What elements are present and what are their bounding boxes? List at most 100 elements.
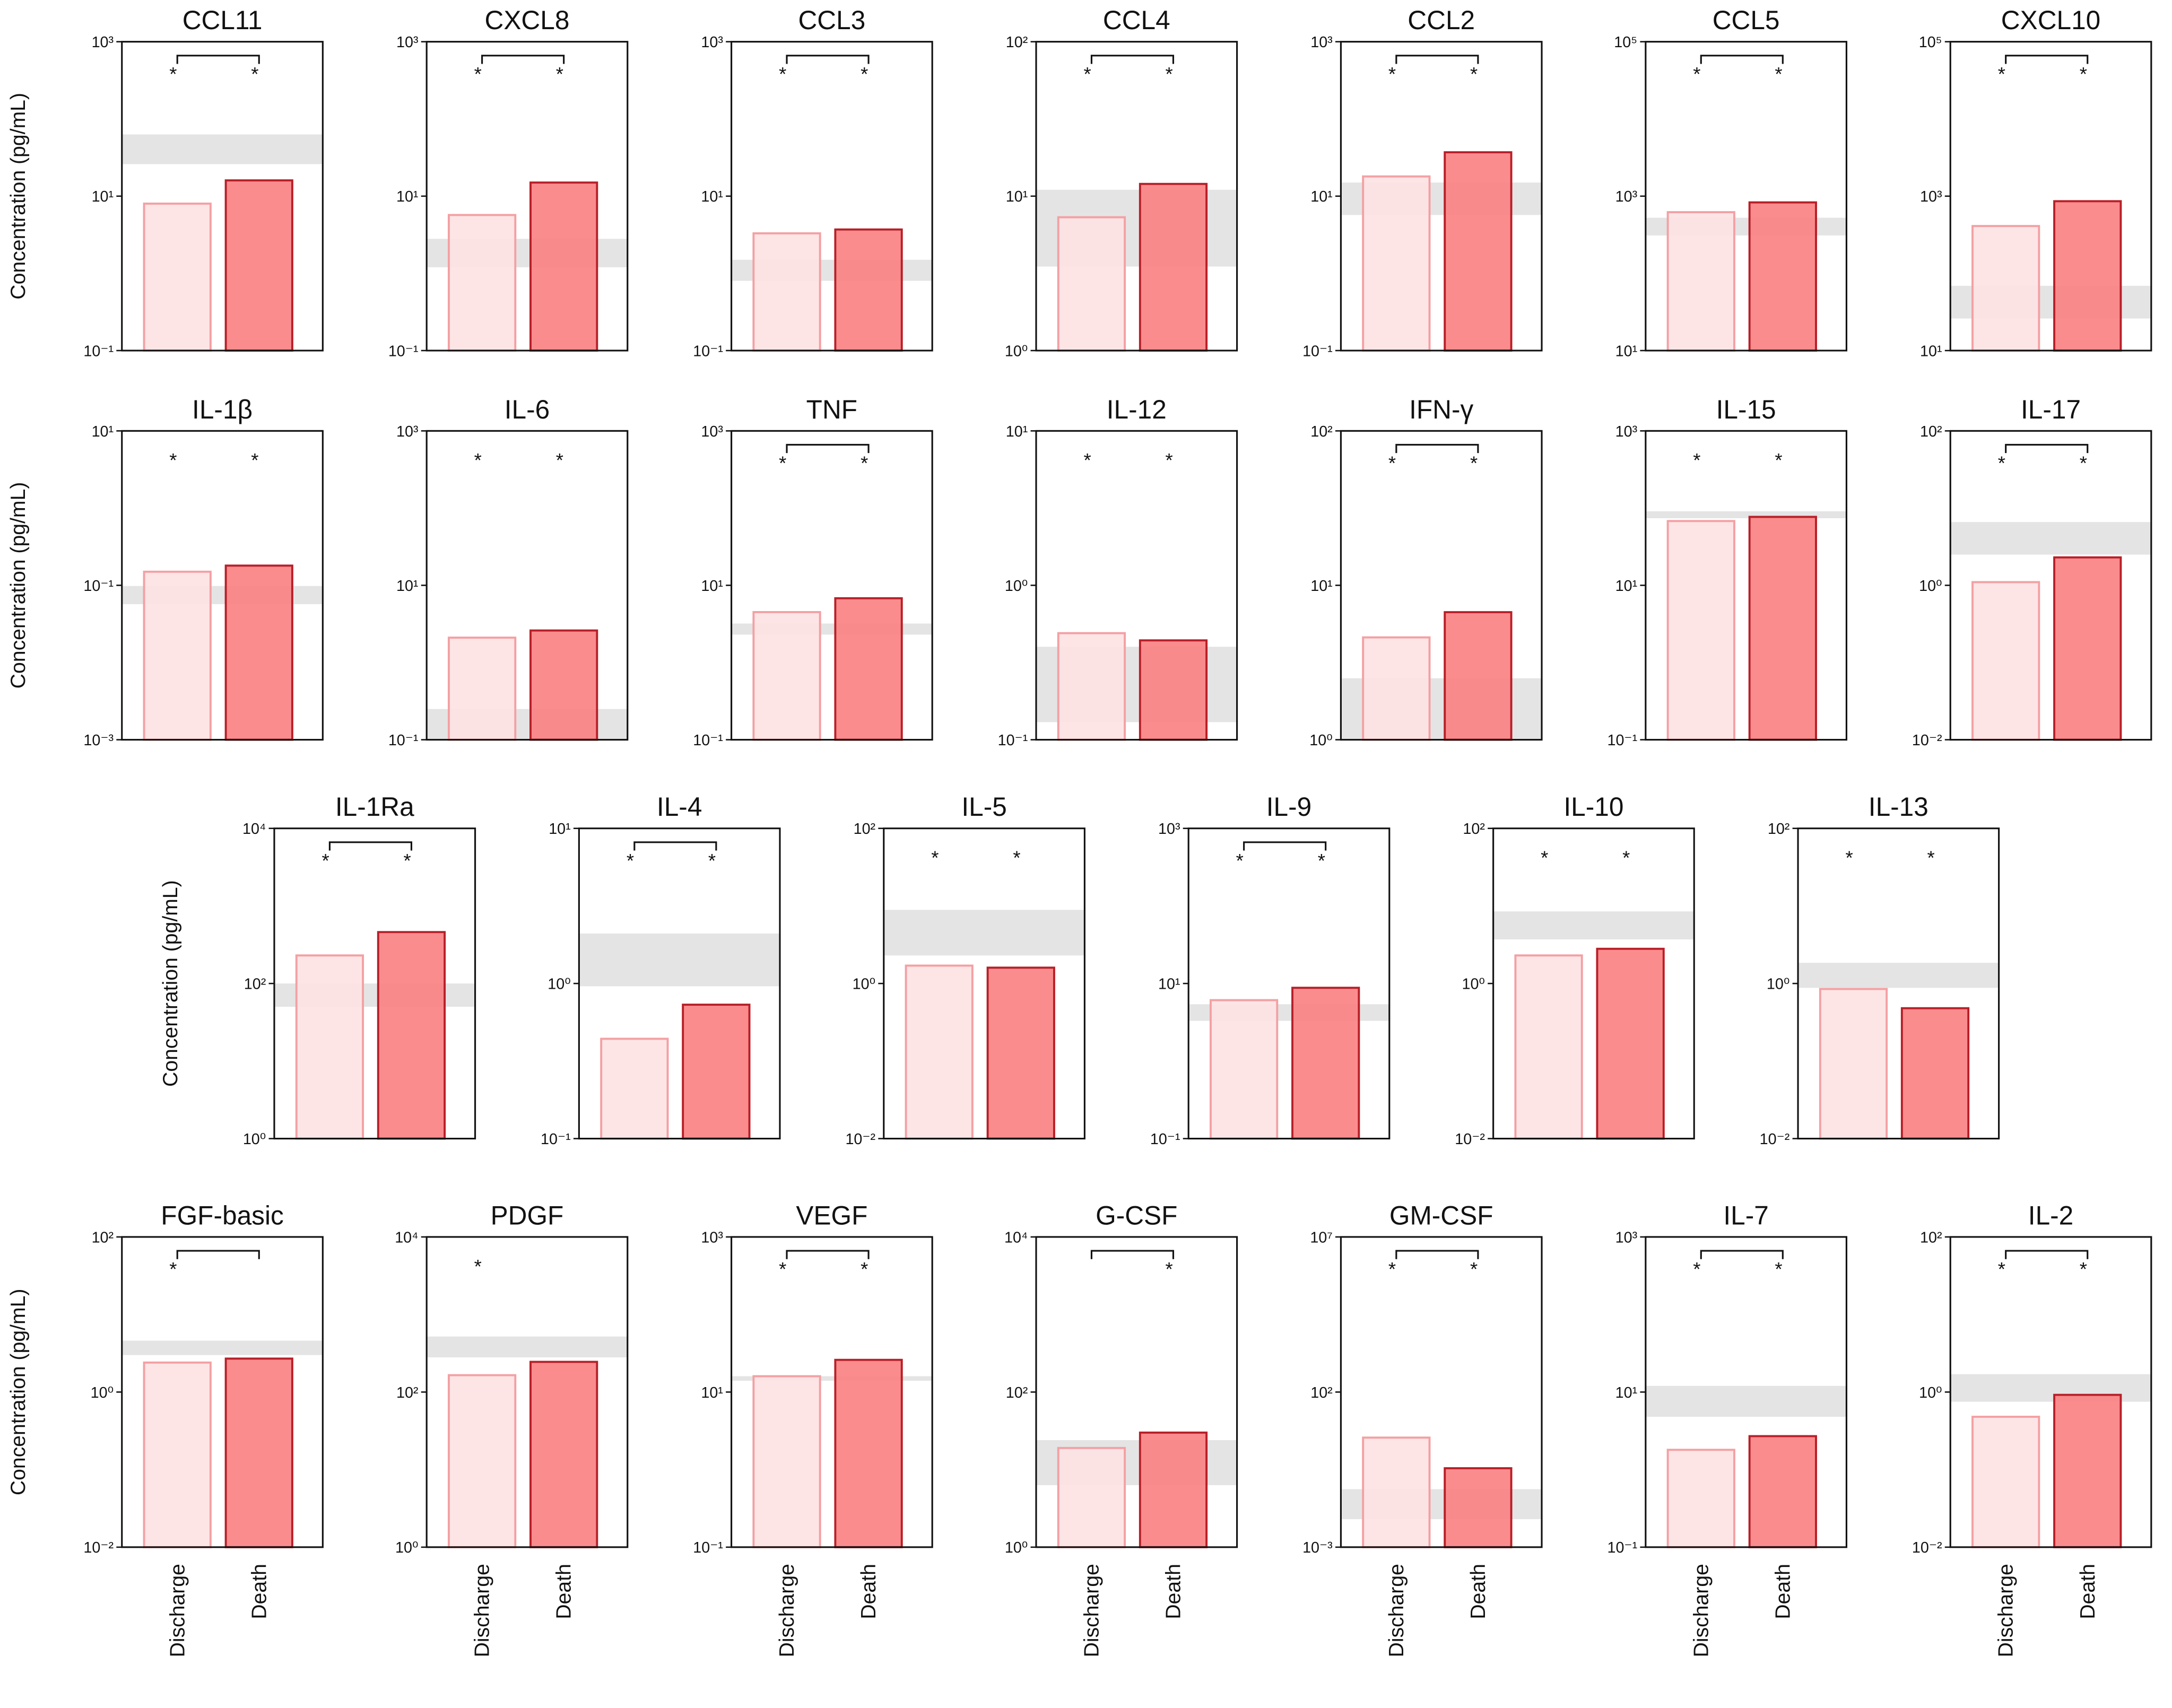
y-tick-label: 10¹ xyxy=(1615,578,1638,595)
bar xyxy=(905,964,974,1140)
y-tick-label: 10⁰ xyxy=(1309,732,1332,749)
y-tick-label: 10² xyxy=(396,1384,419,1401)
bar xyxy=(224,1357,293,1548)
bar xyxy=(682,1004,751,1140)
significance-bracket xyxy=(2005,443,2089,454)
x-tick-label: Discharge xyxy=(1995,1564,2018,1657)
y-tick-label: 10² xyxy=(1463,821,1485,838)
y-tick-label: 10³ xyxy=(701,423,723,440)
x-tick-label: Death xyxy=(1162,1564,1185,1619)
asterisk: * xyxy=(322,850,329,872)
panel-title: IFN-γ xyxy=(1409,395,1473,424)
bar xyxy=(1971,1416,2040,1548)
x-tick-label: Discharge xyxy=(1385,1564,1408,1657)
y-tick-label: 10⁻² xyxy=(1912,1539,1942,1556)
panel-title: IL-6 xyxy=(505,395,550,424)
y-tick-label: 10⁷ xyxy=(1310,1229,1332,1246)
y-tick-label: 10⁻¹ xyxy=(693,1539,723,1556)
y-tick-label: 10⁻² xyxy=(845,1131,875,1148)
reference-band xyxy=(579,933,780,987)
axes-frame xyxy=(1340,1236,1543,1548)
asterisk: * xyxy=(1083,63,1091,85)
bar xyxy=(1139,639,1208,741)
asterisk: * xyxy=(1083,449,1091,471)
reference-band xyxy=(1950,522,2151,555)
bar xyxy=(1748,516,1817,741)
y-tick-label: 10² xyxy=(1768,821,1790,838)
bar xyxy=(1139,182,1208,352)
asterisk: * xyxy=(1622,847,1630,869)
y-tick-label: 10⁻¹ xyxy=(388,732,419,749)
bar xyxy=(1210,999,1279,1140)
bar xyxy=(295,954,364,1140)
x-tick-label: Discharge xyxy=(1690,1564,1713,1657)
asterisk: * xyxy=(1470,63,1478,85)
bar xyxy=(529,181,598,352)
y-tick-label: 10³ xyxy=(396,423,419,440)
x-tick-label: Discharge xyxy=(1080,1564,1103,1657)
panel-title: FGF-basic xyxy=(161,1200,283,1230)
y-tick-label: 10⁻¹ xyxy=(998,732,1028,749)
y-tick-label: 10⁻³ xyxy=(83,732,114,749)
y-tick-label: 10¹ xyxy=(1920,343,1942,360)
asterisk: * xyxy=(474,63,482,85)
y-axis-label: Concentration (pg/mL) xyxy=(7,1289,30,1496)
y-tick-label: 10² xyxy=(1310,423,1333,440)
asterisk: * xyxy=(861,63,868,85)
asterisk: * xyxy=(779,452,786,474)
significance-bracket xyxy=(786,55,870,64)
asterisk: * xyxy=(1470,452,1478,474)
bar xyxy=(600,1038,669,1140)
significance-bracket xyxy=(1395,55,1479,64)
panel-title: CCL3 xyxy=(798,5,865,35)
significance-bracket xyxy=(786,443,870,454)
y-tick-label: 10⁻² xyxy=(83,1539,114,1556)
y-tick-label: 10³ xyxy=(701,1229,723,1246)
y-tick-label: 10¹ xyxy=(1310,578,1333,595)
bar xyxy=(1362,175,1431,352)
y-tick-label: 10⁰ xyxy=(395,1539,418,1556)
asterisk: * xyxy=(1236,850,1244,872)
panel-title: IL-7 xyxy=(1723,1200,1768,1230)
panel-title: IL-1Ra xyxy=(335,792,414,822)
y-tick-label: 10⁻¹ xyxy=(693,732,723,749)
asterisk: * xyxy=(251,63,258,85)
panel-title: IL-15 xyxy=(1716,395,1776,424)
y-tick-label: 10⁻¹ xyxy=(1302,343,1333,360)
y-tick-label: 10⁴ xyxy=(395,1229,418,1246)
bar xyxy=(143,1361,212,1548)
asterisk: * xyxy=(404,850,411,872)
bar xyxy=(1291,987,1360,1140)
reference-band xyxy=(121,134,323,164)
asterisk: * xyxy=(1998,1258,2005,1280)
x-tick-label: Discharge xyxy=(471,1564,494,1657)
panel-title: IL-5 xyxy=(961,792,1006,822)
y-tick-label: 10³ xyxy=(396,34,419,51)
bar xyxy=(1900,1007,1970,1140)
y-tick-label: 10⁻³ xyxy=(1302,1539,1333,1556)
asterisk: * xyxy=(1470,1258,1478,1280)
asterisk: * xyxy=(627,850,634,872)
y-tick-label: 10⁵ xyxy=(1919,34,1942,51)
x-tick-label: Death xyxy=(553,1564,576,1619)
asterisk: * xyxy=(1318,850,1325,872)
bar xyxy=(2053,1393,2122,1548)
y-tick-label: 10⁰ xyxy=(1767,976,1789,993)
bar xyxy=(2053,200,2122,352)
bar xyxy=(1444,1467,1513,1548)
asterisk: * xyxy=(2080,452,2087,474)
asterisk: * xyxy=(474,449,482,471)
bar xyxy=(1057,632,1126,741)
significance-bracket xyxy=(1395,443,1479,454)
asterisk: * xyxy=(861,452,868,474)
y-tick-label: 10³ xyxy=(1615,423,1638,440)
asterisk: * xyxy=(1927,847,1935,869)
y-tick-label: 10³ xyxy=(1310,34,1333,51)
reference-band xyxy=(1798,963,1999,988)
asterisk: * xyxy=(556,449,563,471)
bar xyxy=(1514,954,1583,1140)
y-tick-label: 10¹ xyxy=(701,188,723,205)
axes-frame xyxy=(1340,430,1543,741)
y-tick-label: 10¹ xyxy=(1006,423,1028,440)
bar xyxy=(1444,151,1513,352)
